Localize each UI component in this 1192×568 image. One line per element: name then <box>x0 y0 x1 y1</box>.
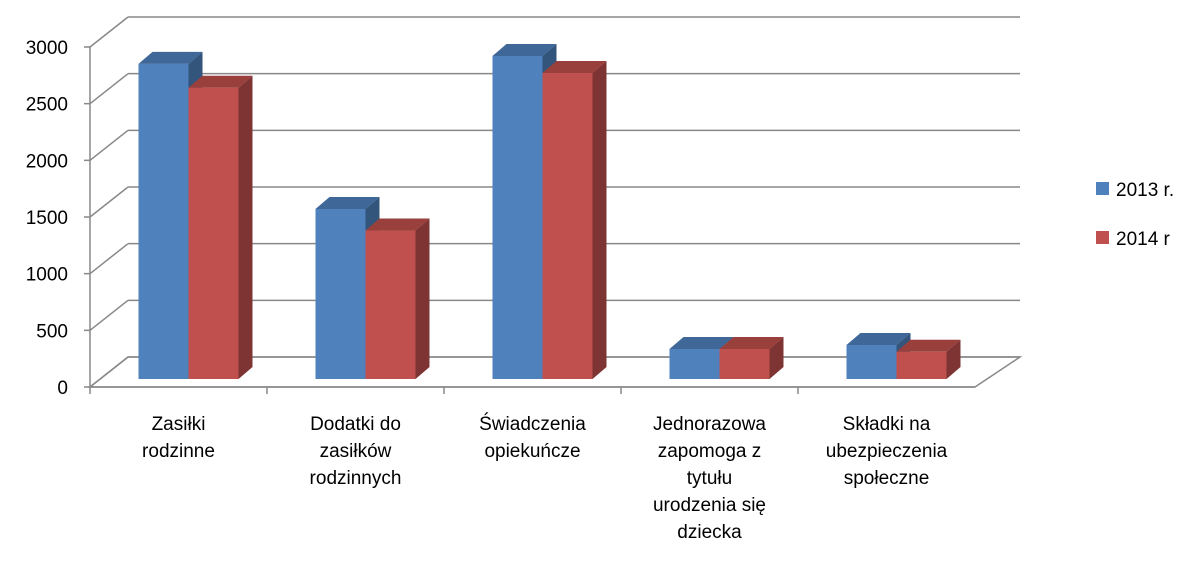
x-tick-label: Jednorazowa zapomoga z tytułu urodzenia się… <box>653 414 766 543</box>
bar-top <box>138 51 203 64</box>
legend-swatch <box>1096 182 1109 195</box>
x-tick-label: Świadczenia opiekuńcze <box>479 413 586 462</box>
bar-top <box>315 197 380 209</box>
bar-side-shade <box>769 336 784 379</box>
bar-side <box>946 339 961 379</box>
x-tick-line: urodzenia się <box>653 495 766 516</box>
x-tick-line: Dodatki do <box>310 414 401 435</box>
bar <box>896 339 961 379</box>
grid-line <box>89 356 129 388</box>
x-tick-line: dziecka <box>677 522 742 543</box>
bar-top-shade <box>315 197 380 209</box>
bar-top-shade <box>719 336 784 349</box>
bar-top-shade <box>542 61 607 73</box>
bar-front <box>315 209 366 379</box>
x-tick-line: opiekuńcze <box>484 441 580 462</box>
legend-label: 2014 r <box>1116 229 1171 250</box>
bar-top <box>542 61 607 73</box>
bar-side <box>592 61 607 379</box>
bar-front <box>188 87 239 379</box>
bar-front <box>719 348 770 379</box>
bar-top-shade <box>365 218 430 231</box>
x-tick-line: Jednorazowa <box>653 414 766 435</box>
bar-top-shade <box>138 51 203 64</box>
bar <box>365 218 430 379</box>
x-tick-line: tytułu <box>687 468 732 489</box>
y-tick-label: 3000 <box>26 38 68 59</box>
bar-top-shade <box>896 339 961 352</box>
x-tick-label: Dodatki do zasiłków rodzinnych <box>310 414 402 489</box>
x-tick-line: zasiłków <box>320 441 392 462</box>
bar-front <box>365 230 416 379</box>
bar-front <box>669 348 720 379</box>
grid-line <box>89 73 129 105</box>
legend-label: 2013 r. <box>1116 180 1174 201</box>
bar-side <box>415 218 430 379</box>
bar-side <box>238 75 253 379</box>
bar-top-shade <box>492 44 557 56</box>
x-tick-line: ubezpieczenia <box>826 441 948 462</box>
bar-top-shade <box>188 75 253 88</box>
x-tick-line: społeczne <box>844 468 930 489</box>
legend-swatch <box>1096 231 1109 244</box>
bar-top-shade <box>669 336 734 349</box>
bar <box>542 61 607 379</box>
bar-top <box>492 44 557 56</box>
bar-front <box>542 73 593 379</box>
y-tick-label: 0 <box>57 378 68 399</box>
y-tick-label: 1500 <box>26 208 68 229</box>
bar <box>188 75 253 379</box>
bar-side-shade <box>238 75 253 379</box>
bar-front <box>846 345 897 379</box>
bar-side-shade <box>415 218 430 379</box>
bar-top <box>365 218 430 231</box>
y-tick-label: 2500 <box>26 95 68 116</box>
bar-top <box>719 336 784 349</box>
grid-line <box>89 186 129 218</box>
y-tick-label: 2000 <box>26 151 68 172</box>
bar-top-shade <box>846 333 911 345</box>
grid-line <box>89 129 129 161</box>
x-tick-line: Składki na <box>843 414 931 435</box>
bar-front <box>138 63 189 379</box>
x-tick-line: rodzinne <box>142 441 215 462</box>
bar-top <box>669 336 734 349</box>
x-tick-line: Świadczenia <box>479 413 586 435</box>
x-tick-line: rodzinnych <box>310 468 402 489</box>
grid-line <box>89 243 129 275</box>
bar-front <box>896 351 947 379</box>
bar-top <box>846 333 911 345</box>
bar-side <box>769 336 784 379</box>
x-tick-label: Zasiłki rodzinne <box>142 414 215 462</box>
y-tick-label: 500 <box>36 321 68 342</box>
grid-line <box>89 299 129 331</box>
x-tick-line: zapomoga z <box>658 441 762 462</box>
grid-line <box>89 16 129 48</box>
bar-front <box>492 56 543 379</box>
bar-side-shade <box>946 339 961 379</box>
bar-side-shade <box>592 61 607 379</box>
x-tick-line: Zasiłki <box>152 414 206 435</box>
y-tick-label: 1000 <box>26 265 68 286</box>
x-tick-label: Składki na ubezpieczenia społeczne <box>826 414 948 489</box>
bar-top <box>896 339 961 352</box>
bar-top <box>188 75 253 88</box>
bar <box>719 336 784 379</box>
